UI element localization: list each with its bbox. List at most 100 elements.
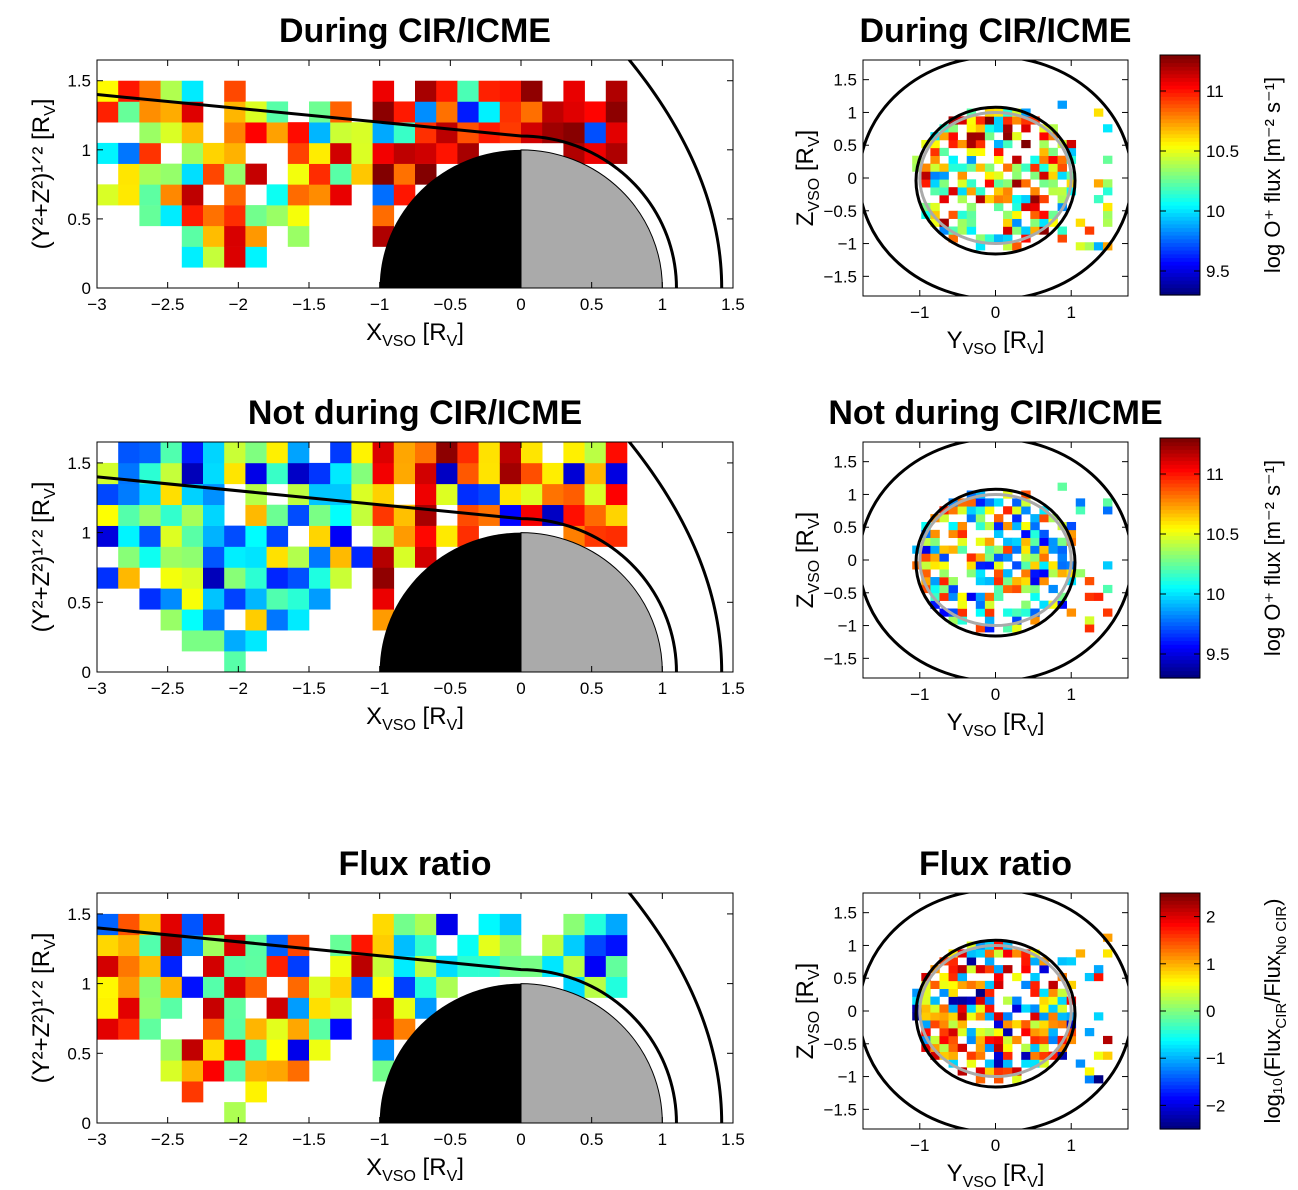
heatmap-cell <box>605 442 628 464</box>
colorbar-swatch <box>1160 520 1200 525</box>
heatmap-cell <box>309 504 331 526</box>
heatmap-cell <box>1057 187 1067 196</box>
heatmap-cell <box>224 163 246 185</box>
heatmap-cell <box>948 972 958 982</box>
x-tick-label: −1 <box>370 1130 389 1149</box>
heatmap-cell <box>287 142 310 164</box>
heatmap-cell <box>1030 592 1040 601</box>
heatmap-cell <box>224 1039 246 1061</box>
heatmap-cell <box>1003 608 1013 617</box>
heatmap-cell <box>975 569 986 578</box>
heatmap-cell <box>939 218 949 227</box>
heatmap-cell <box>372 976 395 998</box>
heatmap-cell <box>1012 545 1022 554</box>
heatmap-cell <box>118 1018 140 1040</box>
heatmap-cell <box>605 462 628 485</box>
heatmap-cell <box>1048 147 1058 157</box>
colorbar-swatch <box>1160 1003 1200 1008</box>
heatmap-cell <box>1048 561 1058 570</box>
heatmap-cell <box>1003 506 1013 515</box>
heatmap-cell <box>139 525 161 547</box>
panel-title: Not during CIR/ICME <box>248 394 582 432</box>
heatmap-cell <box>372 997 395 1019</box>
heatmap-cell <box>1030 561 1040 570</box>
colorbar-swatch <box>1160 1062 1200 1067</box>
heatmap-cell <box>605 934 628 957</box>
heatmap-cell <box>930 1012 940 1021</box>
panel-5: −3 −2.5 −2 −1.5 −1 −0.5 0 0.5 1 1.5 0 0.5 1 1.5 Flux r… <box>28 845 745 1185</box>
heatmap-cell <box>1066 608 1077 617</box>
heatmap-cell <box>1021 569 1031 578</box>
heatmap-cell <box>245 567 267 589</box>
planet-outline <box>918 492 1073 628</box>
heatmap-cell <box>984 957 995 966</box>
heatmap-cell <box>1039 155 1049 164</box>
heatmap-cell <box>1012 179 1022 188</box>
ionopause-line <box>97 926 678 1123</box>
heatmap-cell <box>966 996 977 1005</box>
heatmap-cell <box>330 1018 352 1040</box>
heatmap-cell <box>372 1018 395 1040</box>
colorbar-swatch <box>1160 1022 1200 1027</box>
colorbar-swatch <box>1160 674 1200 679</box>
heatmap-cell <box>1039 132 1049 141</box>
heatmap-cell <box>1012 584 1022 594</box>
colorbar-swatch <box>1160 640 1200 645</box>
heatmap-cell <box>1103 124 1113 133</box>
heatmap-cell <box>393 546 416 568</box>
y-tick-label: −0.5 <box>823 584 857 603</box>
heatmap-cell <box>139 997 161 1019</box>
heatmap-cell <box>224 567 246 589</box>
heatmap-cell <box>118 101 140 123</box>
heatmap-cell <box>1048 1020 1058 1029</box>
axes-frame <box>96 892 734 1124</box>
heatmap-cell <box>181 225 204 247</box>
heatmap-cell <box>330 567 352 589</box>
ionopause-ring <box>914 487 1077 638</box>
y-tick-label: 1 <box>82 524 91 543</box>
heatmap-cell <box>1066 980 1077 990</box>
heatmap-cell <box>948 124 958 133</box>
heatmap-cell <box>993 584 1004 594</box>
heatmap-cell <box>605 955 628 977</box>
heatmap-cell <box>984 132 995 141</box>
heatmap-cell <box>921 1020 931 1029</box>
heatmap-cell <box>97 101 119 123</box>
heatmap-cell <box>1003 1043 1013 1052</box>
plot-area <box>97 893 724 1123</box>
heatmap-cell <box>330 462 352 485</box>
heatmap-cell <box>939 1028 949 1037</box>
heatmap-cell <box>966 965 977 974</box>
heatmap-cell <box>181 630 204 652</box>
heatmap-cell <box>1003 1059 1013 1068</box>
heatmap-cell <box>939 569 949 578</box>
heatmap-cell <box>372 483 395 506</box>
heatmap-cell <box>948 1020 958 1029</box>
x-tick-label: −3 <box>87 679 106 698</box>
heatmap-cell <box>203 205 225 227</box>
heatmap-cell <box>957 163 968 172</box>
heatmap-cell <box>957 139 968 149</box>
heatmap-cell <box>930 996 940 1005</box>
heatmap-cell <box>1030 202 1040 212</box>
colorbar-swatch <box>1160 1121 1200 1126</box>
colorbar-swatch <box>1160 100 1200 105</box>
heatmap-cell <box>457 504 479 526</box>
heatmap-cell <box>1093 1051 1104 1060</box>
y-tick-label: 0.5 <box>833 136 857 155</box>
planet-night <box>379 149 521 288</box>
heatmap-cell <box>118 163 140 185</box>
y-tick-label: 1.5 <box>67 454 91 473</box>
heatmap-cell <box>415 142 437 164</box>
heatmap-cell <box>1012 1020 1022 1029</box>
heatmap-cell <box>966 1004 977 1013</box>
heatmap-cell <box>330 546 352 568</box>
colorbar-swatch <box>1160 1110 1200 1115</box>
heatmap-cell <box>160 588 183 610</box>
colorbar-swatch <box>1160 190 1200 195</box>
heatmap-cell <box>1103 187 1113 196</box>
heatmap-cell <box>1021 537 1031 546</box>
heatmap-cell <box>966 561 977 570</box>
heatmap-cell <box>457 80 479 102</box>
heatmap-cell <box>436 122 458 144</box>
